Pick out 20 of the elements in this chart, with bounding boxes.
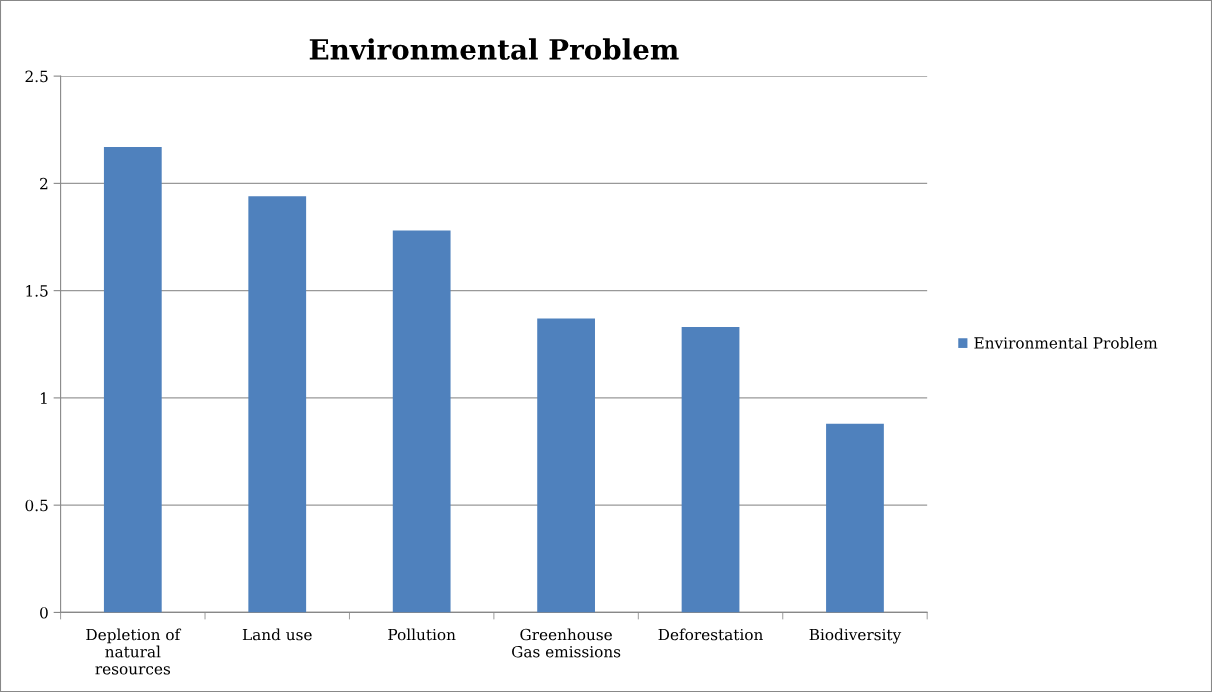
x-tick-label: Deforestation: [658, 628, 763, 641]
x-tick-label: Land use: [242, 628, 312, 641]
y-tick-label: 0: [40, 606, 48, 619]
bar: [103, 146, 162, 613]
bar: [537, 318, 595, 613]
chart-title: Environmental Problem: [309, 38, 679, 60]
x-tick-label: Biodiversity: [809, 628, 902, 644]
y-tick-label: 0.5: [25, 499, 48, 512]
y-tick-label: 1.5: [26, 285, 48, 297]
bar: [681, 327, 740, 613]
legend-label: Environmental Problem: [974, 336, 1158, 349]
bar: [392, 230, 451, 613]
bar: [248, 196, 307, 613]
x-tick-label: Pollution: [388, 628, 456, 641]
y-tick-label: 2.5: [25, 70, 48, 83]
x-tick-label: Greenhouse Gas emissions: [512, 628, 621, 658]
x-tick-label: Depletion of natural resources: [86, 628, 182, 675]
bar: [826, 423, 884, 613]
y-tick-label: 2: [40, 177, 48, 190]
y-tick-label: 1: [40, 392, 47, 404]
